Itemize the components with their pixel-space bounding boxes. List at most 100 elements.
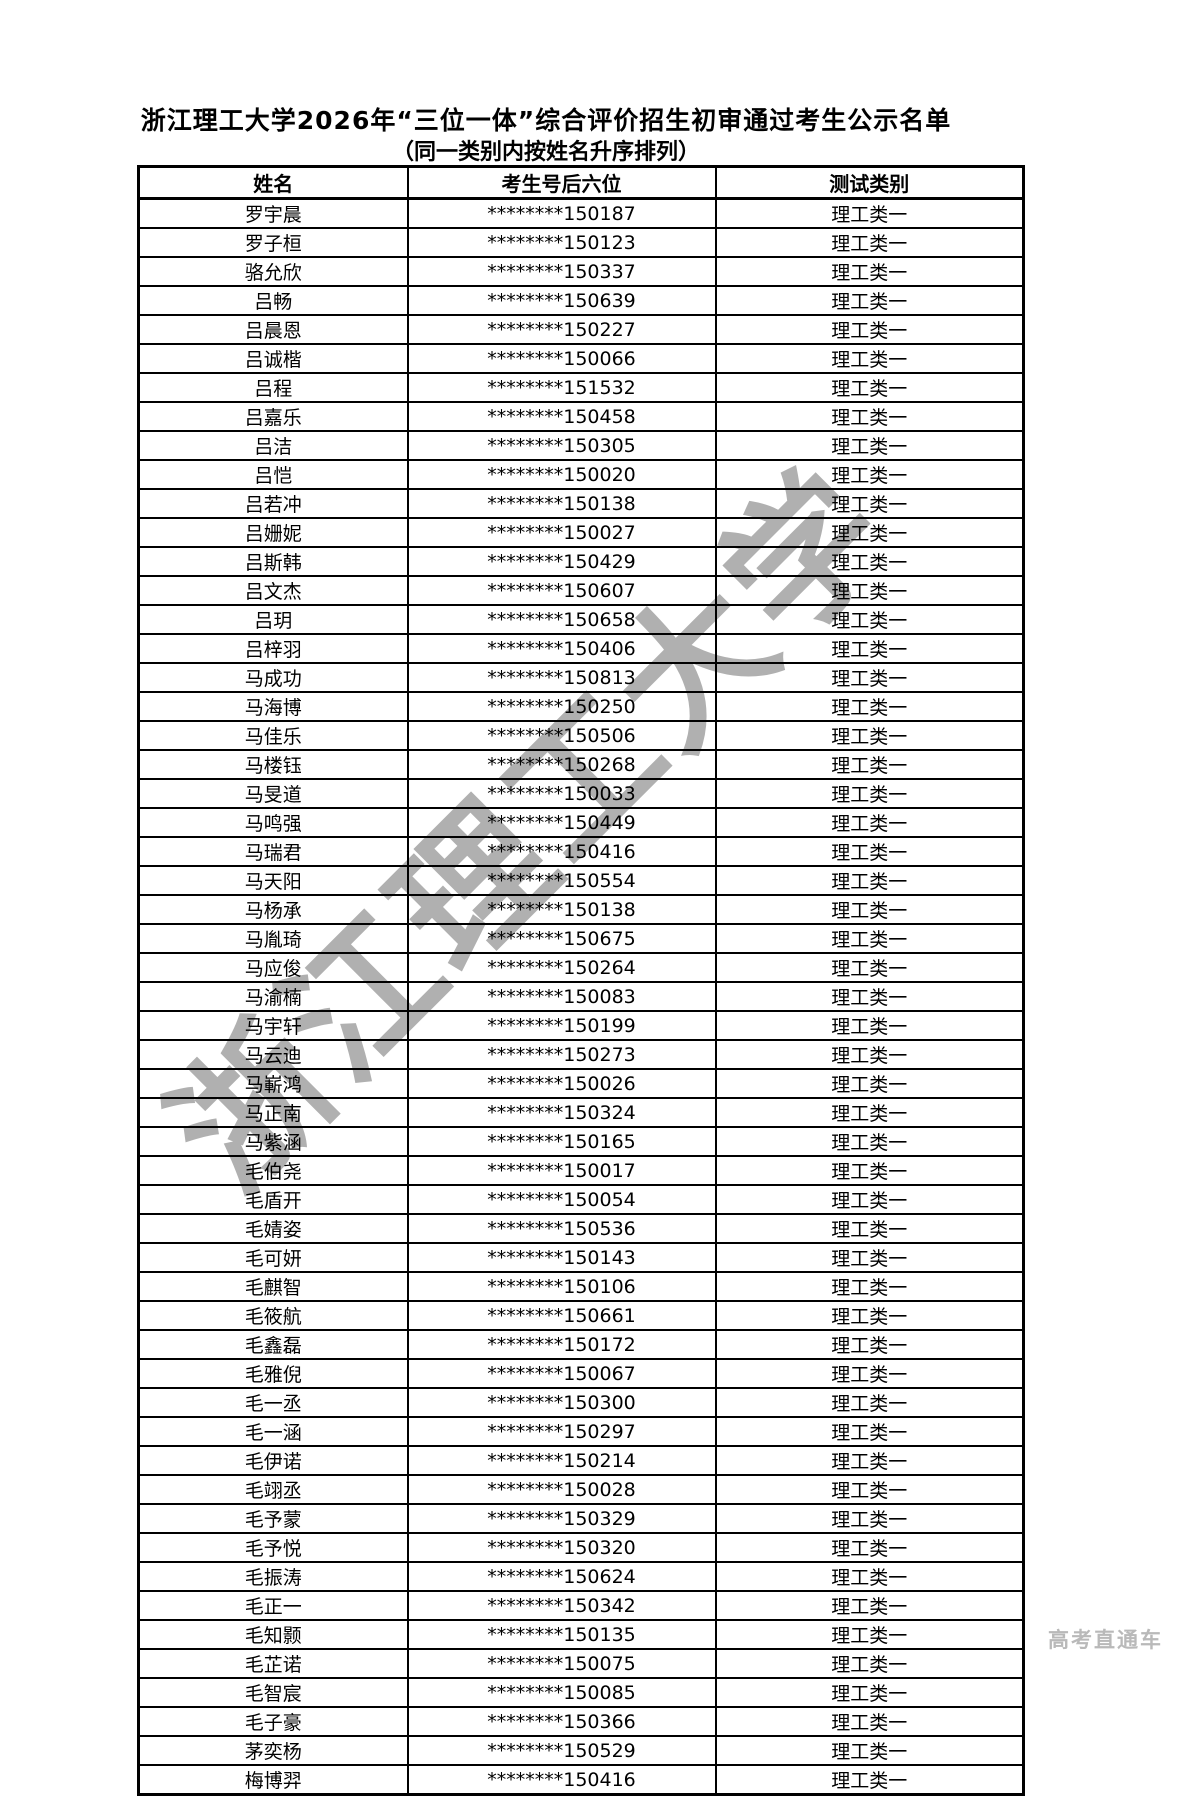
candidate-number-cell: ********150106 (406, 1271, 717, 1302)
table-row: 马紫涵 ********150165 理工类一 (137, 1126, 1025, 1157)
candidate-name-cell: 马胤琦 (137, 923, 409, 954)
candidate-number-cell: ********150138 (406, 894, 717, 925)
candidate-name-cell: 马旻道 (137, 778, 409, 809)
table-row: 吕程 ********151532 理工类一 (137, 372, 1025, 403)
test-category-cell: 理工类一 (714, 894, 1025, 925)
table-row: 罗子桓 ********150123 理工类一 (137, 227, 1025, 258)
table-row: 马旻道 ********150033 理工类一 (137, 778, 1025, 809)
candidate-number-cell: ********150406 (406, 633, 717, 664)
candidate-number-cell: ********150075 (406, 1648, 717, 1679)
table-row: 吕晨恩 ********150227 理工类一 (137, 314, 1025, 345)
candidate-name-cell: 毛伯尧 (137, 1155, 409, 1186)
candidate-name-cell: 梅博羿 (137, 1764, 409, 1796)
test-category-cell: 理工类一 (714, 1155, 1025, 1186)
candidate-name-cell: 吕恺 (137, 459, 409, 490)
table-row: 骆允欣 ********150337 理工类一 (137, 256, 1025, 287)
candidate-name-cell: 毛筱航 (137, 1300, 409, 1331)
test-category-cell: 理工类一 (714, 1445, 1025, 1476)
candidate-number-cell: ********150300 (406, 1387, 717, 1418)
test-category-cell: 理工类一 (714, 1619, 1025, 1650)
candidate-number-cell: ********150329 (406, 1503, 717, 1534)
candidate-name-cell: 马瑞君 (137, 836, 409, 867)
table-row: 马正南 ********150324 理工类一 (137, 1097, 1025, 1128)
candidate-number-cell: ********150026 (406, 1068, 717, 1099)
candidate-number-cell: ********150661 (406, 1300, 717, 1331)
candidate-name-cell: 毛鑫磊 (137, 1329, 409, 1360)
table-row: 吕姗妮 ********150027 理工类一 (137, 517, 1025, 548)
candidate-name-cell: 吕诚楷 (137, 343, 409, 374)
candidate-name-cell: 吕嘉乐 (137, 401, 409, 432)
test-category-cell: 理工类一 (714, 227, 1025, 258)
candidate-number-cell: ********150264 (406, 952, 717, 983)
footer-brand: 高考直通车 (1048, 1628, 1163, 1652)
table-row: 马渝楠 ********150083 理工类一 (137, 981, 1025, 1012)
candidate-number-cell: ********150658 (406, 604, 717, 635)
candidate-name-cell: 马宇轩 (137, 1010, 409, 1041)
table-row: 马瑞君 ********150416 理工类一 (137, 836, 1025, 867)
candidate-name-cell: 吕程 (137, 372, 409, 403)
candidate-number-cell: ********150536 (406, 1213, 717, 1244)
test-category-cell: 理工类一 (714, 343, 1025, 374)
table-row: 马海博 ********150250 理工类一 (137, 691, 1025, 722)
table-row: 马天阳 ********150554 理工类一 (137, 865, 1025, 896)
candidate-name-cell: 茅奕杨 (137, 1735, 409, 1766)
candidate-name-cell: 毛振涛 (137, 1561, 409, 1592)
table-row: 毛振涛 ********150624 理工类一 (137, 1561, 1025, 1592)
test-category-cell: 理工类一 (714, 836, 1025, 867)
candidate-number-cell: ********150027 (406, 517, 717, 548)
table-row: 毛雅倪 ********150067 理工类一 (137, 1358, 1025, 1389)
candidate-number-cell: ********150083 (406, 981, 717, 1012)
test-category-cell: 理工类一 (714, 865, 1025, 896)
candidate-name-cell: 毛予蒙 (137, 1503, 409, 1534)
test-category-cell: 理工类一 (714, 285, 1025, 316)
candidate-name-cell: 马渝楠 (137, 981, 409, 1012)
test-category-cell: 理工类一 (714, 1416, 1025, 1447)
table-row: 毛一涵 ********150297 理工类一 (137, 1416, 1025, 1447)
table-row: 吕若冲 ********150138 理工类一 (137, 488, 1025, 519)
test-category-cell: 理工类一 (714, 807, 1025, 838)
table-row: 吕斯韩 ********150429 理工类一 (137, 546, 1025, 577)
candidate-name-cell: 吕文杰 (137, 575, 409, 606)
candidate-name-cell: 骆允欣 (137, 256, 409, 287)
candidate-name-cell: 吕晨恩 (137, 314, 409, 345)
candidate-name-cell: 吕玥 (137, 604, 409, 635)
test-category-cell: 理工类一 (714, 749, 1025, 780)
test-category-cell: 理工类一 (714, 1010, 1025, 1041)
candidate-number-cell: ********150624 (406, 1561, 717, 1592)
candidate-number-cell: ********150028 (406, 1474, 717, 1505)
candidate-name-cell: 毛可妍 (137, 1242, 409, 1273)
candidate-name-cell: 马杨承 (137, 894, 409, 925)
candidate-number-cell: ********150337 (406, 256, 717, 287)
table-row: 马应俊 ********150264 理工类一 (137, 952, 1025, 983)
candidate-name-cell: 马嶄鸿 (137, 1068, 409, 1099)
test-category-cell: 理工类一 (714, 459, 1025, 490)
candidate-number-cell: ********150020 (406, 459, 717, 490)
candidate-number-cell: ********150123 (406, 227, 717, 258)
candidate-name-cell: 马鸣强 (137, 807, 409, 838)
table-row: 毛子豪 ********150366 理工类一 (137, 1706, 1025, 1737)
table-row: 马宇轩 ********150199 理工类一 (137, 1010, 1025, 1041)
table-row: 毛一丞 ********150300 理工类一 (137, 1387, 1025, 1418)
candidate-number-cell: ********150143 (406, 1242, 717, 1273)
candidate-name-cell: 毛一涵 (137, 1416, 409, 1447)
candidate-name-cell: 毛智宸 (137, 1677, 409, 1708)
test-category-cell: 理工类一 (714, 1706, 1025, 1737)
candidate-name-cell: 吕若冲 (137, 488, 409, 519)
test-category-cell: 理工类一 (714, 197, 1025, 229)
candidate-number-cell: ********150458 (406, 401, 717, 432)
table-row: 毛盾开 ********150054 理工类一 (137, 1184, 1025, 1215)
test-category-cell: 理工类一 (714, 604, 1025, 635)
candidate-name-cell: 马正南 (137, 1097, 409, 1128)
candidate-number-cell: ********150033 (406, 778, 717, 809)
candidate-number-cell: ********150554 (406, 865, 717, 896)
test-category-cell: 理工类一 (714, 1242, 1025, 1273)
candidate-number-cell: ********150214 (406, 1445, 717, 1476)
candidate-number-cell: ********150054 (406, 1184, 717, 1215)
candidate-number-cell: ********150675 (406, 923, 717, 954)
test-category-cell: 理工类一 (714, 256, 1025, 287)
table-body: 罗宇晨 ********150187 理工类一 罗子桓 ********150123 理工… (137, 197, 1025, 1796)
candidate-name-cell: 毛子豪 (137, 1706, 409, 1737)
candidate-number-cell: ********150449 (406, 807, 717, 838)
test-category-cell: 理工类一 (714, 1474, 1025, 1505)
table-row: 毛予悦 ********150320 理工类一 (137, 1532, 1025, 1563)
